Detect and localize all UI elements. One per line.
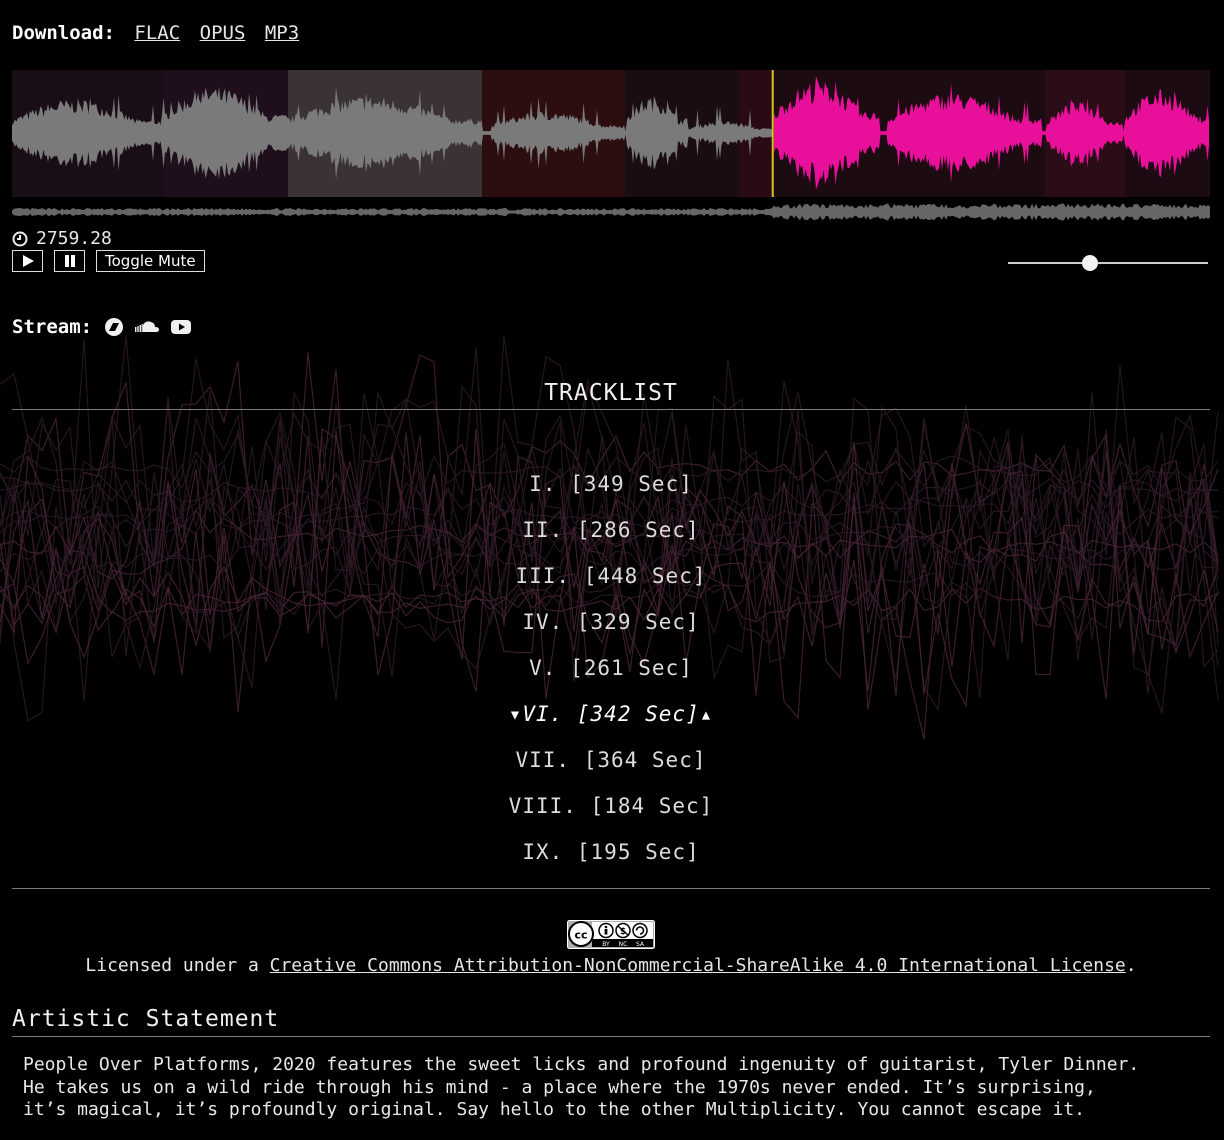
volume-thumb[interactable] — [1082, 255, 1098, 271]
tracklist-divider-bottom — [12, 888, 1210, 889]
clock-icon — [12, 231, 28, 247]
track-item[interactable]: V. [261 Sec] — [0, 654, 1222, 700]
track-item[interactable]: IX. [195 Sec] — [0, 838, 1222, 884]
download-label: Download: — [12, 22, 115, 44]
bandcamp-icon[interactable] — [104, 317, 124, 337]
svg-text:SA: SA — [636, 941, 645, 948]
statement-line: People Over Platforms, 2020 features the… — [23, 1054, 1213, 1077]
waveform-seekbar[interactable] — [12, 70, 1210, 230]
current-time: 2759.28 — [36, 228, 112, 249]
pause-button[interactable] — [54, 250, 85, 272]
play-icon — [21, 254, 35, 268]
statement-divider — [12, 1036, 1210, 1037]
stream-label: Stream: — [12, 316, 92, 338]
youtube-icon[interactable] — [170, 317, 192, 337]
cc-by-nc-sa-icon[interactable]: cc $ BY NC SA — [567, 920, 655, 949]
license-prefix: Licensed under a — [85, 955, 269, 976]
stream-row: Stream: — [12, 316, 192, 338]
tracklist-divider-top — [12, 409, 1210, 410]
license-link[interactable]: Creative Commons Attribution-NonCommerci… — [270, 955, 1126, 976]
artistic-statement-title: Artistic Statement — [12, 1006, 279, 1032]
track-item[interactable]: IV. [329 Sec] — [0, 608, 1222, 654]
volume-track — [1008, 262, 1208, 264]
pause-icon — [63, 254, 77, 268]
svg-text:cc: cc — [574, 929, 587, 942]
track-item-active[interactable]: ▾VI. [342 Sec]▴ — [0, 700, 1222, 746]
download-flac-link[interactable]: FLAC — [134, 22, 180, 44]
track-item[interactable]: VII. [364 Sec] — [0, 746, 1222, 792]
tracklist: I. [349 Sec] II. [286 Sec] III. [448 Sec… — [0, 470, 1222, 884]
toggle-mute-button[interactable]: Toggle Mute — [96, 250, 205, 272]
svg-text:NC: NC — [619, 941, 628, 948]
statement-line: it’s magical, it’s profoundly original. … — [23, 1099, 1213, 1122]
svg-text:BY: BY — [602, 941, 610, 948]
download-mp3-link[interactable]: MP3 — [265, 22, 299, 44]
statement-line: He takes us on a wild ride through his m… — [23, 1077, 1213, 1100]
artistic-statement-body: People Over Platforms, 2020 features the… — [23, 1054, 1213, 1122]
player-controls: Toggle Mute — [12, 250, 205, 272]
track-item[interactable]: I. [349 Sec] — [0, 470, 1222, 516]
soundcloud-icon[interactable] — [134, 317, 160, 337]
license-text: Licensed under a Creative Commons Attrib… — [0, 955, 1222, 976]
license-suffix: . — [1126, 955, 1137, 976]
volume-slider[interactable] — [1008, 254, 1208, 272]
track-item[interactable]: VIII. [184 Sec] — [0, 792, 1222, 838]
tracklist-title: TRACKLIST — [0, 380, 1222, 406]
play-button[interactable] — [12, 250, 43, 272]
track-item[interactable]: III. [448 Sec] — [0, 562, 1222, 608]
download-opus-link[interactable]: OPUS — [200, 22, 246, 44]
download-row: Download: FLAC OPUS MP3 — [12, 22, 307, 44]
time-row: 2759.28 — [12, 228, 112, 249]
track-item[interactable]: II. [286 Sec] — [0, 516, 1222, 562]
